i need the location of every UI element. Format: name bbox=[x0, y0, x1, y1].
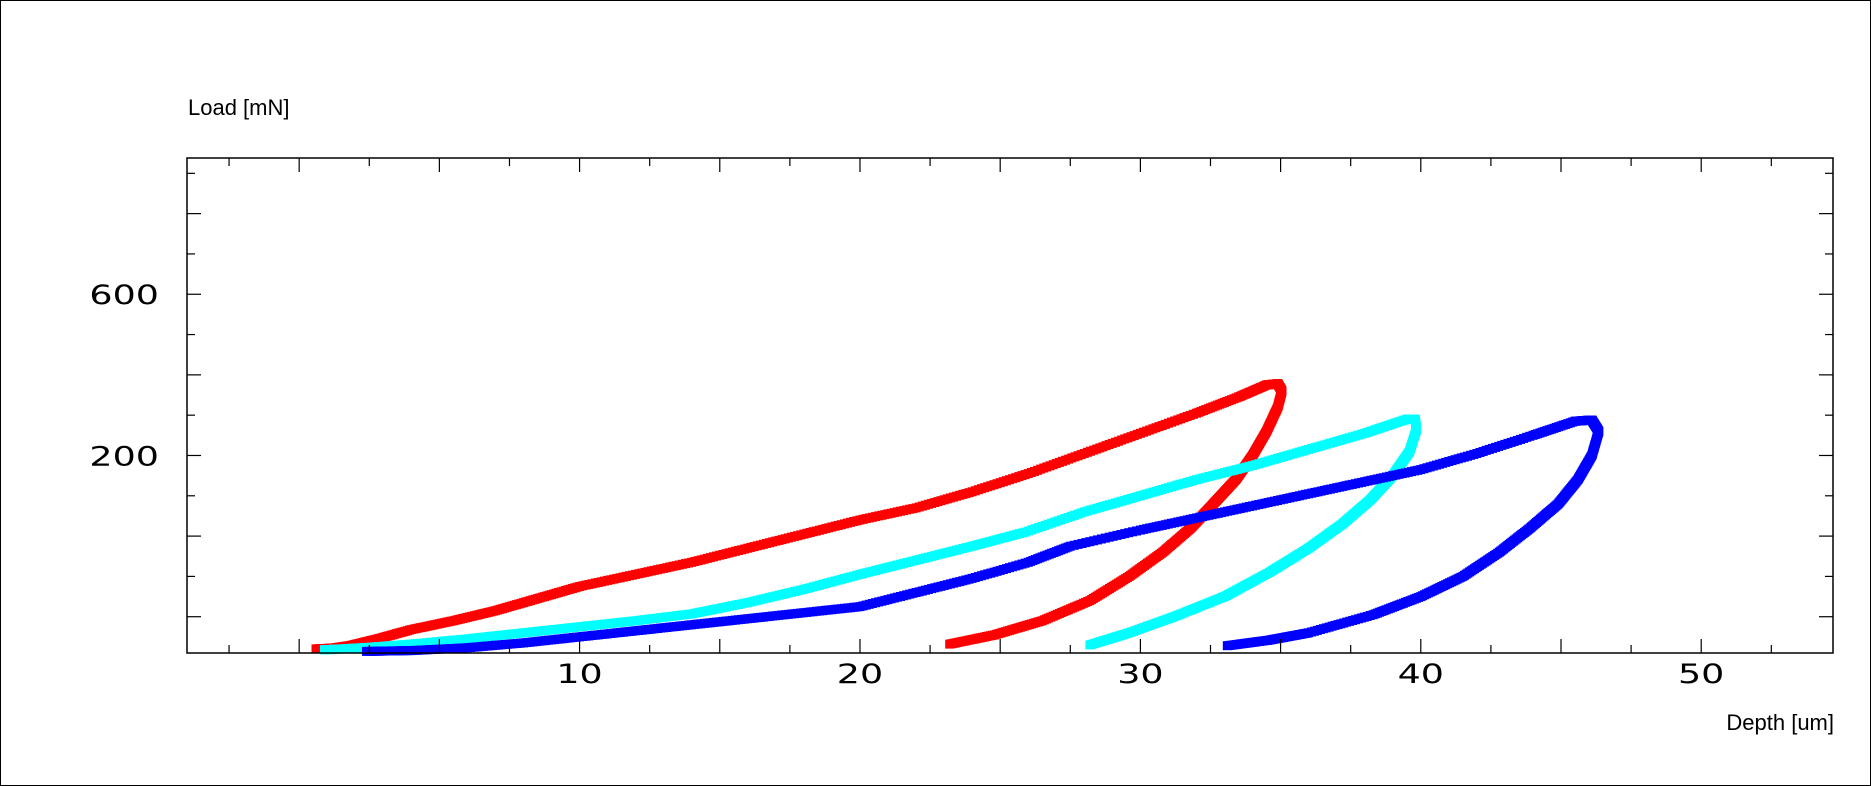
x-axis-title: Depth [um] bbox=[1726, 710, 1834, 735]
data-point bbox=[1222, 641, 1232, 651]
x-tick-label: 10 bbox=[556, 658, 602, 690]
y-tick-label: 600 bbox=[89, 279, 159, 311]
tick-label-layer: 10 20 30 40 50 200 600 bbox=[89, 279, 1724, 690]
tick-layer bbox=[187, 158, 1833, 653]
series-2 bbox=[319, 414, 1422, 655]
data-point bbox=[945, 639, 955, 649]
series-layer bbox=[311, 379, 1604, 656]
plot-area-border bbox=[186, 157, 1834, 654]
series-3 bbox=[362, 415, 1604, 656]
y-tick-label: 200 bbox=[89, 440, 159, 472]
x-tick-label: 40 bbox=[1398, 658, 1444, 690]
x-tick-label: 50 bbox=[1678, 658, 1724, 690]
x-tick-label: 20 bbox=[837, 658, 883, 690]
y-axis-title: Load [mN] bbox=[188, 95, 290, 120]
data-point bbox=[1085, 640, 1095, 650]
x-tick-label: 30 bbox=[1117, 658, 1163, 690]
